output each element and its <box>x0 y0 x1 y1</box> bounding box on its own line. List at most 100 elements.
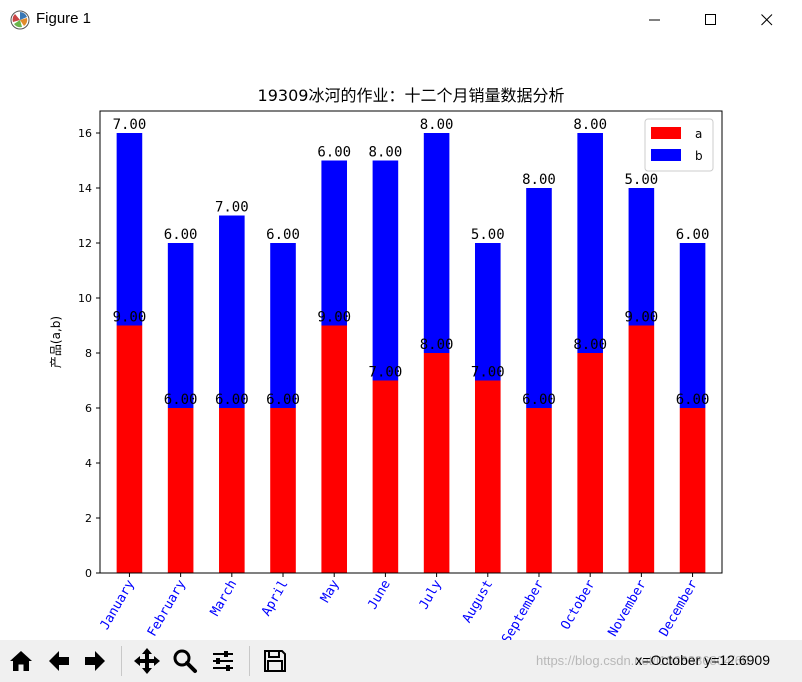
bar-a-june <box>372 380 399 573</box>
bar-chart: 19309冰河的作业：十二个月销量数据分析 9.00 6.00 6.00 6.00 9.0… <box>49 86 723 640</box>
bar-value-label: 9.00 <box>113 310 147 326</box>
x-tick-label: August <box>460 578 496 626</box>
back-button[interactable] <box>44 646 74 676</box>
toolbar-separator <box>121 646 122 676</box>
x-tick-label: March <box>208 578 241 619</box>
y-tick-label: 12 <box>78 237 92 250</box>
bar-value-label: 8.00 <box>420 117 454 133</box>
bar-a-july <box>423 353 450 573</box>
bar-b-march <box>219 215 245 408</box>
bar-a-march <box>219 408 245 573</box>
matplotlib-logo-icon <box>10 10 30 30</box>
home-button[interactable] <box>6 646 36 676</box>
zoom-button[interactable] <box>170 646 200 676</box>
bar-value-label: 6.00 <box>215 392 249 408</box>
bar-a-november <box>628 325 655 573</box>
bar-value-label: 7.00 <box>113 117 147 133</box>
bar-b-july <box>423 133 450 353</box>
axes-frame <box>99 110 723 574</box>
bar-value-label: 8.00 <box>522 172 556 188</box>
save-button[interactable] <box>260 646 290 676</box>
bar-value-label: 7.00 <box>215 200 249 216</box>
configure-subplots-button[interactable] <box>208 646 238 676</box>
bar-b-november <box>628 188 655 326</box>
bar-value-label: 8.00 <box>573 337 607 353</box>
toolbar-separator <box>249 646 250 676</box>
x-tick-label: February <box>145 577 189 639</box>
bar-value-label: 8.00 <box>420 337 454 353</box>
bar-value-label: 9.00 <box>625 310 659 326</box>
cursor-coordinates: x=October y=12.6909 <box>635 652 770 668</box>
bar-value-label: 5.00 <box>471 227 505 243</box>
bar-a-may <box>321 325 348 573</box>
bar-value-label: 7.00 <box>369 365 403 381</box>
bar-b-april <box>270 243 296 408</box>
bar-value-label: 9.00 <box>317 310 351 326</box>
x-tick-label: November <box>606 577 650 639</box>
zoom-icon <box>173 649 197 673</box>
y-tick-label: 4 <box>85 457 92 470</box>
x-tick-label: July <box>416 577 445 612</box>
maximize-icon <box>705 14 716 25</box>
bar-value-label: 5.00 <box>625 172 659 188</box>
y-tick-label: 10 <box>78 292 92 305</box>
close-button[interactable] <box>744 0 790 40</box>
legend-label-a: a <box>695 127 702 141</box>
y-tick-label: 8 <box>85 347 92 360</box>
x-tick-label: May <box>318 577 343 605</box>
bar-a-october <box>577 353 603 573</box>
bar-value-label: 6.00 <box>676 227 710 243</box>
bar-value-label: 7.00 <box>471 365 505 381</box>
back-icon <box>49 651 69 671</box>
home-icon <box>10 651 32 671</box>
legend-swatch-b <box>651 149 681 161</box>
bar-a-april <box>270 408 296 573</box>
bar-value-label: 6.00 <box>317 145 351 161</box>
save-icon <box>264 650 286 672</box>
bar-b-december <box>679 243 706 408</box>
bar-a-january <box>116 325 143 573</box>
x-tick-label: December <box>657 577 701 639</box>
y-axis-label: 产品(a,b) <box>49 316 63 368</box>
pan-button[interactable] <box>132 646 162 676</box>
bar-b-october <box>577 133 603 353</box>
bar-value-label: 6.00 <box>266 392 300 408</box>
watermark-text: https://blog.csdn.net/l1028386804/66 <box>536 653 750 668</box>
pan-icon <box>134 648 160 674</box>
bar-value-label: 6.00 <box>164 227 198 243</box>
x-tick-label: June <box>365 577 394 612</box>
x-tick-label: September <box>499 577 547 640</box>
bar-a-august <box>474 380 501 573</box>
close-icon <box>761 14 773 26</box>
bar-b-may <box>321 160 348 326</box>
navigation-toolbar: https://blog.csdn.net/l1028386804/66 x=O… <box>0 640 802 682</box>
y-tick-label: 16 <box>78 127 92 140</box>
bar-value-label: 6.00 <box>164 392 198 408</box>
maximize-button[interactable] <box>688 0 734 40</box>
x-tick-label: January <box>98 577 138 632</box>
y-tick-label: 2 <box>85 512 92 525</box>
window-titlebar: Figure 1 <box>0 0 802 41</box>
minimize-icon <box>649 19 660 21</box>
bar-b-january <box>116 133 143 326</box>
x-tick-label: October <box>558 577 598 632</box>
forward-icon <box>85 651 105 671</box>
forward-button[interactable] <box>80 646 110 676</box>
bar-b-september <box>526 188 552 408</box>
bar-value-label: 6.00 <box>522 392 556 408</box>
bar-b-february <box>167 243 194 408</box>
x-tick-label: April <box>259 578 292 619</box>
bar-value-label: 8.00 <box>573 117 607 133</box>
figure-canvas[interactable]: 19309冰河的作业：十二个月销量数据分析 9.00 6.00 6.00 6.00 9.0… <box>0 40 802 640</box>
window-title: Figure 1 <box>36 10 92 27</box>
bar-b-june <box>372 160 399 381</box>
bar-b-august <box>474 243 501 381</box>
legend-label-b: b <box>695 149 703 163</box>
y-tick-label: 0 <box>85 567 92 580</box>
legend-swatch-a <box>651 127 681 139</box>
bar-a-december <box>679 408 706 573</box>
bar-value-label: 6.00 <box>676 392 710 408</box>
minimize-button[interactable] <box>632 0 678 40</box>
legend <box>644 118 714 172</box>
y-tick-label: 6 <box>85 402 92 415</box>
